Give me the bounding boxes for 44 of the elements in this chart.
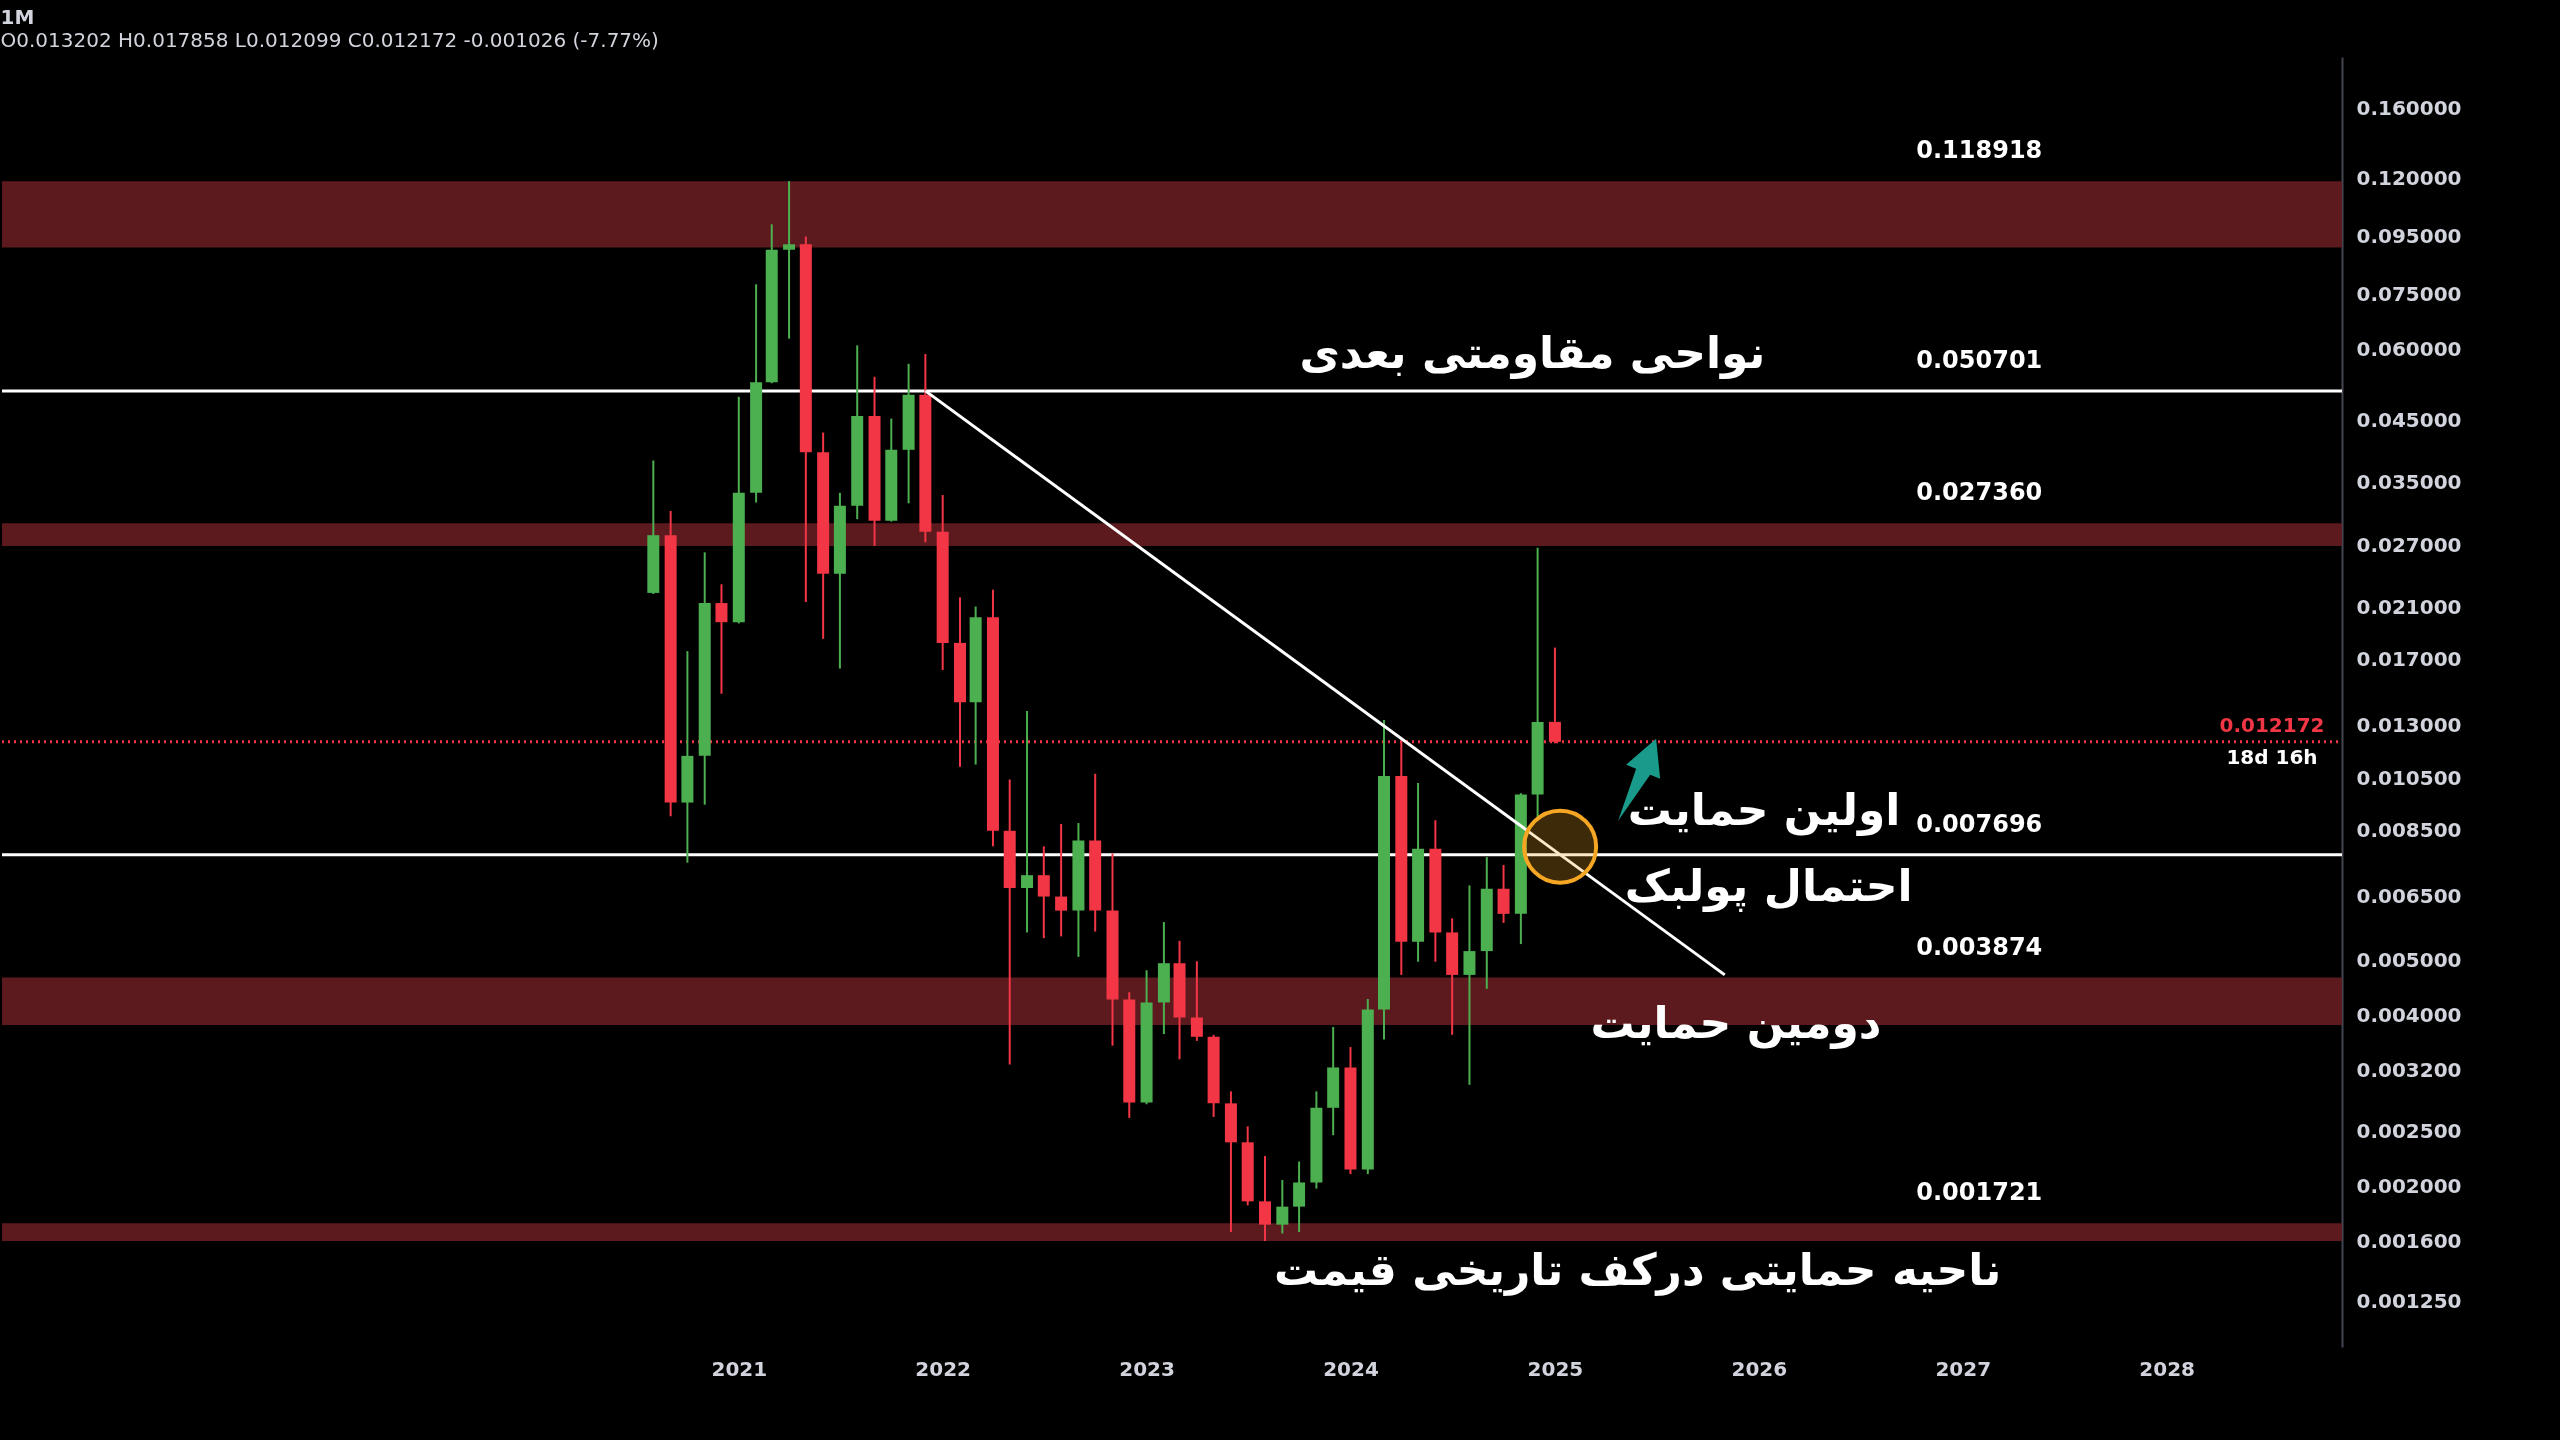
annotation: اولین حمایت xyxy=(1627,783,1901,836)
y-tick-label: 0.002000 xyxy=(2356,1173,2462,1198)
y-tick-label: 0.004000 xyxy=(2356,1003,2462,1028)
annotation: 18d 16h xyxy=(2226,744,2318,769)
x-tick-label: 2028 xyxy=(2139,1356,2195,1381)
x-tick-label: 2023 xyxy=(1119,1356,1175,1381)
annotation: دومین حمایت xyxy=(1590,996,1882,1049)
y-tick-label: 0.045000 xyxy=(2356,407,2462,432)
x-tick-label: 2025 xyxy=(1527,1356,1584,1381)
y-tick-label: 0.002500 xyxy=(2356,1118,2462,1143)
ref-line-label: 0.012172 xyxy=(2219,712,2325,737)
y-tick-label: 0.021000 xyxy=(2356,595,2462,620)
y-tick-label: 0.013000 xyxy=(2356,713,2462,738)
y-tick-label: 0.005000 xyxy=(2356,948,2462,973)
annotation: نواحی مقاومتی بعدی xyxy=(1299,326,1766,379)
x-tick-label: 2027 xyxy=(1935,1356,1992,1381)
y-tick-label: 0.095000 xyxy=(2356,223,2462,248)
band-label: 0.001721 xyxy=(1916,1178,2043,1207)
ref-line-label: 0.050701 xyxy=(1916,345,2043,374)
y-tick-label: 0.003200 xyxy=(2356,1058,2462,1083)
y-tick-label: 0.075000 xyxy=(2356,282,2462,307)
y-tick-label: 0.010500 xyxy=(2356,765,2462,790)
band-label: 0.003874 xyxy=(1916,932,2043,961)
chart-title: 1M xyxy=(0,5,35,29)
y-tick-label: 0.060000 xyxy=(2356,336,2462,361)
annotation: احتمال پولبک xyxy=(1624,859,1913,912)
y-tick-label: 0.160000 xyxy=(2356,95,2462,120)
y-tick-label: 0.008500 xyxy=(2356,817,2462,842)
ref-line-label: 0.007696 xyxy=(1916,809,2043,838)
y-tick-label: 0.017000 xyxy=(2356,647,2462,672)
chart-subtitle: O0.013202 H0.017858 L0.012099 C0.012172 -0.001026 (-7.77%) xyxy=(0,28,659,52)
y-tick-label: 0.027000 xyxy=(2356,533,2462,558)
x-tick-label: 2021 xyxy=(711,1356,768,1381)
y-tick-label: 0.001250 xyxy=(2356,1289,2462,1314)
x-tick-label: 2024 xyxy=(1323,1356,1379,1381)
y-tick-label: 0.001600 xyxy=(2356,1228,2462,1253)
band-label: 0.118918 xyxy=(1916,136,2043,165)
annotation: ناحیه حمایتی درکف تاریخی قیمت xyxy=(1274,1244,2002,1297)
band-label: 0.027360 xyxy=(1916,478,2043,507)
y-tick-label: 0.120000 xyxy=(2356,166,2462,191)
x-tick-label: 2022 xyxy=(915,1356,972,1381)
x-tick-label: 2026 xyxy=(1731,1356,1788,1381)
y-tick-label: 0.035000 xyxy=(2356,469,2462,494)
y-tick-label: 0.006500 xyxy=(2356,883,2462,908)
